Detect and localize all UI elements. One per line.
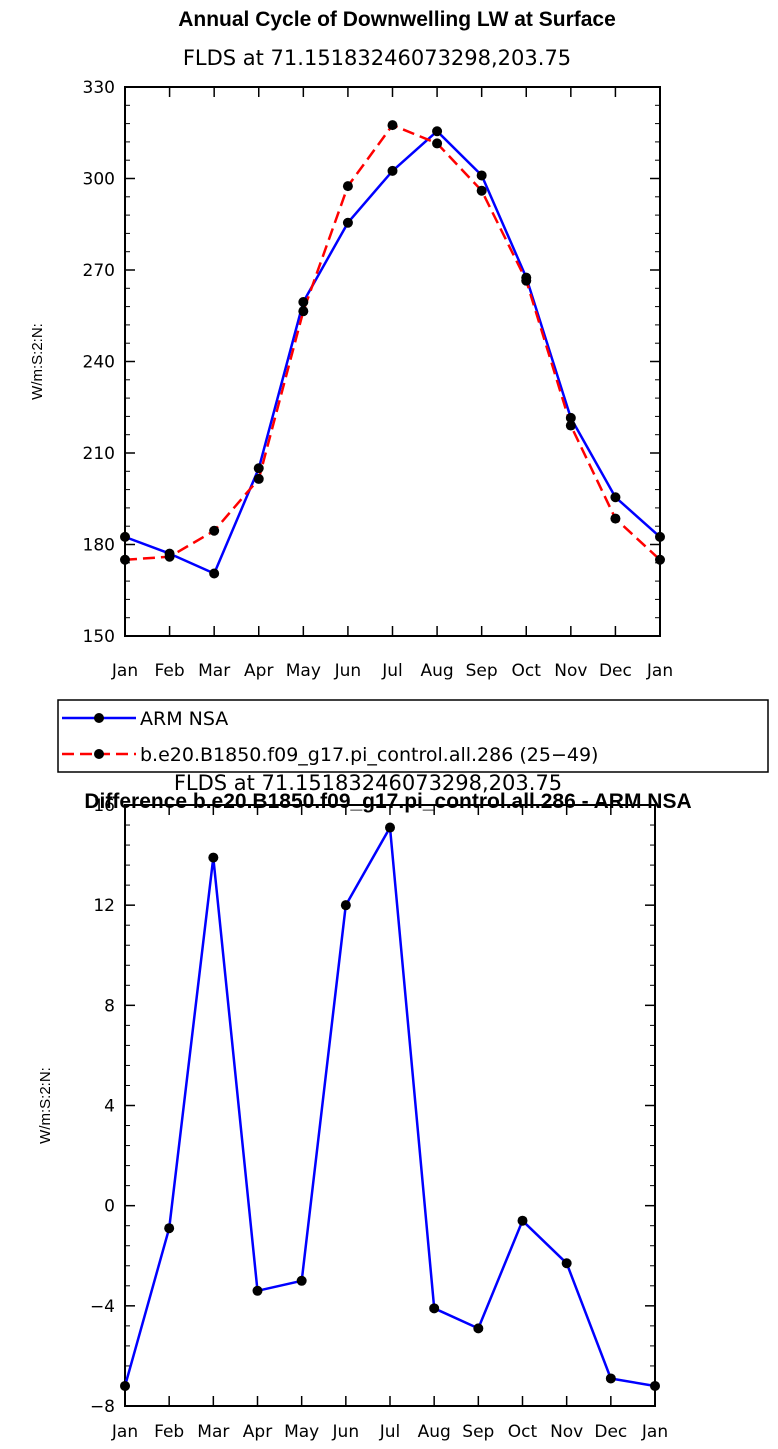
chart-0-series-0-point: [655, 531, 665, 542]
chart-1-y-tick-label: 12: [93, 896, 115, 916]
chart-0-legend-box: [57, 699, 769, 773]
chart-0-series-0-point: [565, 412, 576, 423]
chart-0-x-tick-label: May: [286, 661, 321, 681]
chart-1-series-0-point: [340, 900, 351, 911]
chart-1-series-0-point: [208, 852, 219, 863]
chart-0-y-tick-label: 240: [83, 353, 115, 373]
chart-1-x-tick-label: Feb: [154, 1422, 184, 1442]
chart-0-series-0-point: [253, 463, 264, 474]
chart-0-x-tick-label: Jun: [334, 661, 362, 681]
chart-0-legend-marker-1: [94, 749, 104, 759]
chart-1-y-tick-label: 4: [104, 1097, 115, 1117]
chart-1-series-0-point: [473, 1323, 484, 1334]
chart-1-series-0-point: [605, 1373, 616, 1384]
chart-0-series-0-point: [120, 531, 130, 542]
chart-1-series-0-point: [429, 1303, 440, 1314]
chart-0-series-0-point: [298, 297, 309, 308]
chart-0-subtitle: FLDS at 71.15183246073298,203.75: [183, 46, 571, 70]
chart-1-x-tick-label: Oct: [508, 1422, 538, 1442]
chart-0-series-0-point: [476, 170, 487, 181]
chart-1-x-tick-label: Dec: [594, 1422, 627, 1442]
chart-0-series-1-point: [120, 554, 130, 565]
chart-0-legend-marker-0: [94, 713, 104, 723]
chart-1-y-tick-label: 8: [104, 996, 115, 1016]
chart-0-y-tick-label: 300: [83, 170, 115, 190]
chart-1-x-tick-label: Jan: [641, 1422, 668, 1442]
chart-1-x-tick-label: Aug: [418, 1422, 451, 1442]
chart-0-series-1-point: [432, 138, 443, 149]
chart-1-x-tick-label: Nov: [550, 1422, 583, 1442]
chart-0-y-axis-label: W/m:S:2:N:: [29, 323, 46, 400]
chart-1-series-0-point: [296, 1275, 307, 1286]
chart-1-series-0-point: [120, 1380, 130, 1391]
chart-1-series-0-point: [252, 1285, 263, 1296]
chart-1-series-0-point: [164, 1223, 175, 1234]
chart-0-series-1-point: [298, 306, 309, 317]
chart-0-y-tick-label: 180: [83, 536, 115, 556]
chart-0-series-0-point: [432, 126, 443, 137]
chart-0-x-tick-label: Jan: [646, 661, 673, 681]
chart-1-y-tick-label: −8: [90, 1397, 115, 1417]
chart-0-x-tick-label: Sep: [466, 661, 498, 681]
chart-1-title: Difference b.e20.B1850.f09_g17.pi_contro…: [84, 790, 691, 813]
chart-0-x-tick-label: Jul: [381, 661, 403, 681]
chart-1-subtitle: FLDS at 71.15183246073298,203.75: [174, 771, 562, 795]
chart-0-series-0-point: [209, 568, 220, 579]
chart-1-series-0-point: [385, 822, 395, 833]
chart-1-series-0-line: [123, 826, 656, 1388]
chart-1-x-tick-label: Jan: [111, 1422, 138, 1442]
chart-1-series-0-point: [650, 1380, 660, 1391]
chart-0-series-1-line: [124, 123, 661, 562]
chart-1-x-tick-label: Jun: [332, 1422, 360, 1442]
chart-1-x-tick-label: Apr: [243, 1422, 272, 1442]
chart-1-y-tick-label: 16: [93, 796, 115, 816]
chart-0-series-1-point: [655, 554, 665, 565]
chart-1-x-tick-label: Mar: [197, 1422, 229, 1442]
chart-0-title: Annual Cycle of Downwelling LW at Surfac…: [178, 8, 616, 31]
chart-0-y-tick-label: 330: [83, 78, 115, 98]
chart-0-series-0-point: [387, 165, 398, 176]
chart-0-x-tick-label: Aug: [420, 661, 453, 681]
chart-1-x-tick-label: May: [284, 1422, 319, 1442]
chart-0-y-tick-label: 270: [83, 261, 115, 281]
chart-0-series-1-point: [209, 525, 220, 536]
chart-0-x-tick-label: Feb: [155, 661, 185, 681]
chart-0-x-tick-label: Nov: [554, 661, 587, 681]
chart-0-x-tick-label: Oct: [512, 661, 542, 681]
chart-0-series-1-point: [164, 551, 175, 562]
chart-0-series-1-point: [253, 473, 264, 484]
chart-0-series-1-point: [387, 120, 398, 131]
chart-0-x-tick-label: Apr: [244, 661, 273, 681]
chart-1-y-tick-label: −4: [90, 1297, 115, 1317]
chart-0-x-tick-label: Jan: [111, 661, 138, 681]
chart-1-y-tick-label: 0: [104, 1197, 115, 1217]
chart-0-series-0-point: [342, 217, 353, 228]
chart-0-y-tick-label: 150: [83, 627, 115, 647]
chart-0-series-1-point: [521, 275, 532, 286]
chart-0-legend-label-0: ARM NSA: [140, 708, 228, 730]
chart-0-series-1-point: [342, 181, 353, 192]
chart-1-series-0-point: [517, 1215, 528, 1226]
chart-0-series-1-point: [610, 513, 621, 524]
chart-0-series-0-point: [610, 492, 621, 503]
chart-1-y-axis-label: W/m:S:2:N:: [37, 1067, 54, 1144]
chart-0-x-tick-label: Dec: [599, 661, 632, 681]
chart-0-legend-label-1: b.e20.B1850.f09_g17.pi_control.all.286 (…: [140, 744, 598, 766]
chart-1-series-0-point: [561, 1258, 572, 1269]
chart-0-x-tick-label: Mar: [198, 661, 230, 681]
chart-0-series-0-line: [124, 129, 661, 575]
chart-0-y-tick-label: 210: [83, 444, 115, 464]
chart-0-series-1-point: [476, 185, 487, 196]
chart-1-x-tick-label: Sep: [462, 1422, 494, 1442]
chart-1-x-tick-label: Jul: [379, 1422, 401, 1442]
chart-1-plot-frame: [124, 804, 656, 1407]
chart-0-series-1-point: [565, 420, 576, 431]
